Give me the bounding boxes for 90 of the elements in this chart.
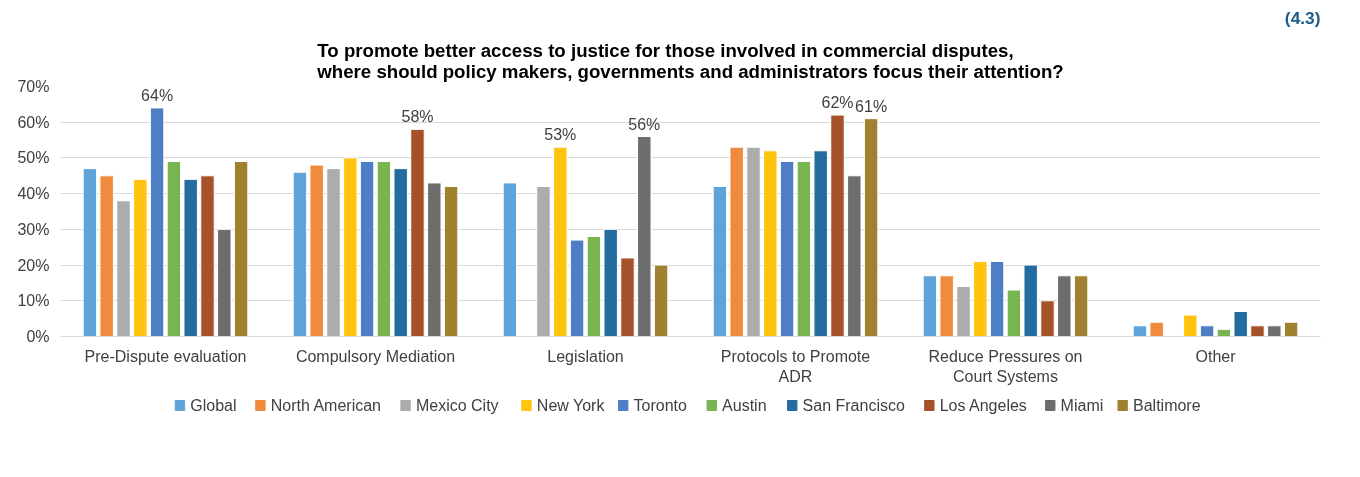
bar xyxy=(1250,325,1265,337)
bar xyxy=(830,114,845,337)
bar xyxy=(1216,328,1232,337)
data-label: 58% xyxy=(401,108,434,126)
legend-label: Austin xyxy=(722,397,767,414)
bar xyxy=(82,168,98,337)
bar xyxy=(502,182,518,337)
bar xyxy=(746,146,761,337)
bar xyxy=(393,168,408,337)
bar xyxy=(1267,325,1282,337)
legend-label: Los Angeles xyxy=(939,397,1027,414)
bar xyxy=(233,161,249,337)
bar xyxy=(956,286,971,337)
bar xyxy=(309,164,324,337)
bar xyxy=(443,186,459,337)
bar xyxy=(939,275,954,337)
bar xyxy=(427,182,442,337)
chart-title: To promote better access to justice for those involved in commercial disputes, where should policy makers, governments and administrators focus their attention? xyxy=(316,39,1064,82)
bar xyxy=(183,178,198,337)
y-tick-label: 50% xyxy=(17,149,50,167)
bar xyxy=(729,146,744,337)
bar xyxy=(553,146,568,337)
bar xyxy=(1057,275,1072,337)
bar xyxy=(637,136,652,337)
data-label: 56% xyxy=(628,115,661,133)
bar xyxy=(847,175,862,337)
bar xyxy=(326,168,341,337)
bar xyxy=(989,261,1005,337)
bar xyxy=(712,186,728,337)
bar xyxy=(410,128,425,337)
x-tick-label: Reduce Pressures on Court Systems xyxy=(928,347,1083,385)
y-tick-label: 20% xyxy=(17,256,50,274)
bar xyxy=(569,239,585,337)
bar xyxy=(763,150,778,337)
y-tick-label: 0% xyxy=(26,328,50,345)
bar xyxy=(779,161,795,337)
data-label: 61% xyxy=(855,97,888,115)
bar xyxy=(603,228,618,337)
x-tick-label: Pre-Dispute evaluation xyxy=(84,347,247,365)
legend-label: Toronto xyxy=(633,397,687,414)
bar xyxy=(796,161,812,337)
data-label: 64% xyxy=(141,86,174,104)
legend-label: Global xyxy=(190,397,237,414)
text: (4.3) xyxy=(1284,7,1321,28)
bar xyxy=(973,261,988,337)
bar xyxy=(813,150,828,337)
data-label: 53% xyxy=(544,126,577,144)
bar xyxy=(166,161,182,337)
x-tick-label: Other xyxy=(1195,347,1237,365)
bar xyxy=(536,186,551,337)
bar xyxy=(133,178,148,337)
bar xyxy=(1149,321,1164,337)
bar xyxy=(1040,300,1055,337)
bar xyxy=(653,264,669,337)
bar xyxy=(376,161,392,337)
bar xyxy=(116,200,131,337)
bar xyxy=(359,161,375,337)
bar xyxy=(1073,275,1089,337)
legend-label: San Francisco xyxy=(802,397,905,414)
bar xyxy=(99,175,114,337)
legend-label: Miami xyxy=(1060,397,1104,414)
legend-label: North American xyxy=(270,397,382,414)
bar xyxy=(1023,264,1038,337)
bar xyxy=(149,107,165,337)
bar xyxy=(343,157,358,337)
bar xyxy=(863,118,879,337)
bar xyxy=(1183,314,1198,337)
x-tick-label: Compulsory Mediation xyxy=(295,347,456,365)
bar xyxy=(922,275,938,337)
bar xyxy=(586,236,602,337)
y-tick-label: 30% xyxy=(17,220,50,238)
bar xyxy=(1233,311,1248,337)
bar xyxy=(620,257,635,337)
legend-label: Baltimore xyxy=(1133,397,1201,414)
x-tick-label: Protocols to Promote ADR xyxy=(720,347,871,385)
bar xyxy=(292,171,308,337)
bar xyxy=(200,175,215,337)
y-tick-label: 60% xyxy=(17,113,50,131)
x-tick-label: Legislation xyxy=(547,347,624,365)
bar xyxy=(1283,321,1299,337)
bar xyxy=(1199,325,1215,337)
data-label: 62% xyxy=(821,94,854,112)
bar xyxy=(1132,325,1148,337)
bar xyxy=(1006,289,1022,337)
legend-label: Mexico City xyxy=(415,397,499,414)
bar xyxy=(217,228,232,337)
y-tick-label: 40% xyxy=(17,185,50,203)
y-tick-label: 10% xyxy=(17,292,50,310)
legend-label: New York xyxy=(536,397,606,414)
y-tick-label: 70% xyxy=(17,78,50,95)
